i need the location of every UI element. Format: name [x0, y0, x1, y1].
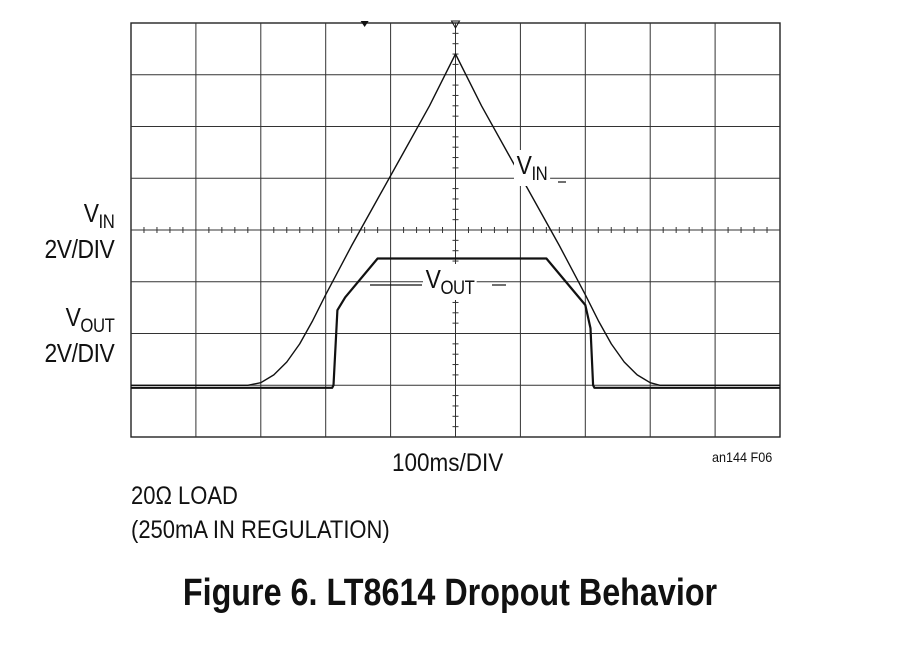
vin-trace-label-sub: IN [531, 164, 548, 185]
trace-vout [131, 257, 780, 389]
vin-axis-label: VIN 2V/DIV [44, 200, 114, 263]
vout-trace-label: VOUT [423, 264, 478, 300]
vout-trace-label-sub: OUT [440, 278, 475, 299]
vin-axis-label-v: V [83, 198, 99, 228]
vin-trace-label: VIN [514, 150, 550, 186]
vout-axis-label-sub: OUT [80, 316, 114, 337]
trace-vin [131, 53, 780, 386]
vin-trace-label-v: V [516, 150, 532, 180]
vin-axis-label-sub: IN [98, 212, 114, 233]
figure-caption: Figure 6. LT8614 Dropout Behavior [182, 572, 718, 614]
vout-axis-label: VOUT 2V/DIV [44, 304, 114, 367]
center-marker [450, 20, 461, 30]
load-note: 20Ω LOAD [131, 482, 238, 510]
vout-scale-label: 2V/DIV [44, 338, 114, 368]
vin-scale-label: 2V/DIV [44, 234, 114, 264]
timebase-label: 100ms/DIV [392, 449, 504, 477]
regulation-note: (250mA IN REGULATION) [131, 516, 390, 544]
vout-axis-label-v: V [65, 302, 81, 332]
figure-reference-code: an144 F06 [712, 449, 773, 465]
vout-trace-label-v: V [425, 264, 441, 294]
trigger-position-marker [360, 21, 369, 27]
